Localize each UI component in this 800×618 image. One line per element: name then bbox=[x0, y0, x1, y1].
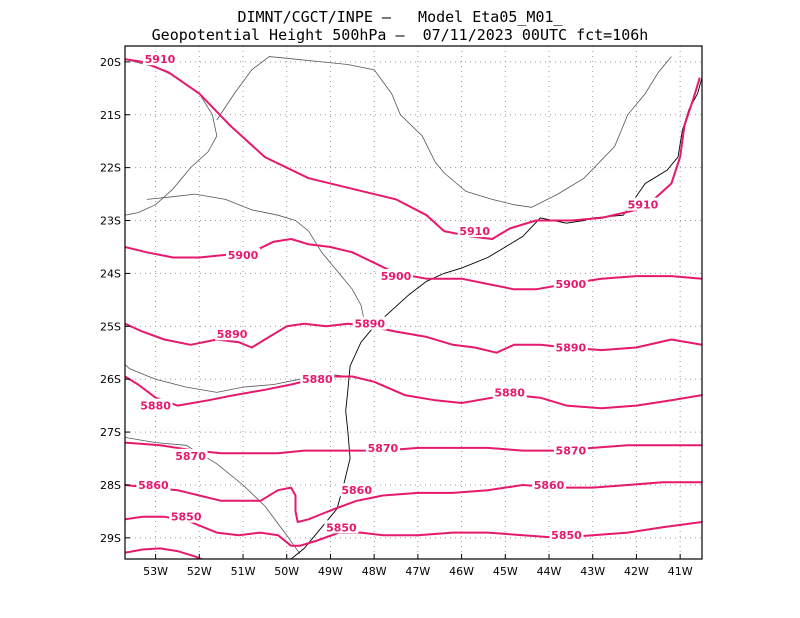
contour-label-5860: 5860 bbox=[341, 484, 372, 497]
contour-label-bg bbox=[173, 448, 208, 462]
contour-label-5910: 5910 bbox=[145, 53, 176, 66]
contour-label-bg bbox=[226, 247, 261, 261]
contour-label-bg bbox=[136, 477, 171, 491]
y-tick-label: 28S bbox=[100, 479, 121, 492]
title-line-2: Geopotential Height 500hPa – 07/11/2023 … bbox=[151, 26, 649, 44]
state-border-line bbox=[125, 437, 301, 554]
y-tick-label: 24S bbox=[100, 267, 121, 280]
y-tick-label: 26S bbox=[100, 373, 121, 386]
x-tick-label: 52W bbox=[187, 565, 212, 578]
state-border-line bbox=[216, 56, 672, 208]
contour-label-5860: 5860 bbox=[138, 479, 169, 492]
x-tick-label: 45W bbox=[493, 565, 518, 578]
title-line-1: DIMNT/CGCT/INPE – Model Eta05_M01_ bbox=[237, 8, 563, 26]
contour-label-5870: 5870 bbox=[556, 445, 587, 458]
x-tick-label: 46W bbox=[449, 565, 474, 578]
contour-label-bg bbox=[365, 440, 400, 454]
contour-line-5890 bbox=[125, 322, 702, 354]
contour-label-bg bbox=[138, 398, 173, 412]
contour-label-5910: 5910 bbox=[628, 199, 659, 212]
plot-frame bbox=[124, 45, 703, 560]
state-borders bbox=[125, 56, 672, 554]
x-tick-label: 44W bbox=[537, 565, 562, 578]
contour-label-5910: 5910 bbox=[459, 225, 490, 238]
contour-line-5840 bbox=[125, 547, 204, 559]
contour-label-bg bbox=[553, 340, 588, 354]
x-tick-label: 48W bbox=[362, 565, 387, 578]
contour-label-bg bbox=[339, 483, 374, 497]
contour-label-5870: 5870 bbox=[175, 450, 206, 463]
contour-label-bg bbox=[457, 224, 492, 238]
contour-label-5850: 5850 bbox=[326, 521, 357, 534]
contour-label-bg bbox=[300, 372, 335, 386]
contour-label-5880: 5880 bbox=[302, 373, 333, 386]
contour-label-bg bbox=[169, 509, 204, 523]
y-tick-label: 21S bbox=[100, 109, 121, 122]
contour-label-5870: 5870 bbox=[368, 442, 399, 455]
contour-label-bg bbox=[215, 327, 250, 341]
state-border-line bbox=[146, 193, 366, 327]
y-tick-label: 25S bbox=[100, 320, 121, 333]
x-tick-label: 51W bbox=[231, 565, 256, 578]
contour-label-bg bbox=[549, 528, 584, 542]
contour-label-5900: 5900 bbox=[556, 278, 587, 291]
contour-label-bg bbox=[492, 385, 527, 399]
contour-line-5850 bbox=[125, 515, 702, 547]
contour-label-bg bbox=[553, 276, 588, 290]
grid-lines bbox=[125, 46, 702, 559]
contour-line-5900 bbox=[125, 238, 702, 291]
contour-label-5890: 5890 bbox=[217, 328, 248, 341]
contour-label-5900: 5900 bbox=[228, 249, 259, 262]
y-tick-label: 22S bbox=[100, 162, 121, 175]
coastline-line bbox=[290, 77, 702, 559]
x-tick-label: 49W bbox=[318, 565, 343, 578]
y-tick-label: 20S bbox=[100, 56, 121, 69]
coastline bbox=[290, 77, 702, 559]
x-tick-label: 50W bbox=[274, 565, 299, 578]
contour-label-bg bbox=[324, 520, 359, 534]
contour-labels: 5910 5910 5910 5900 5900 5900 5890 5890 5890 5880… bbox=[136, 52, 660, 542]
contour-label-bg bbox=[532, 477, 567, 491]
y-tick-label: 27S bbox=[100, 426, 121, 439]
y-tick-label: 29S bbox=[100, 532, 121, 545]
x-tick-label: 42W bbox=[624, 565, 649, 578]
contour-line-5870 bbox=[125, 441, 702, 455]
contour-label-5850: 5850 bbox=[551, 529, 582, 542]
x-tick-label: 43W bbox=[580, 565, 605, 578]
contour-lines bbox=[125, 58, 702, 559]
contour-line-5910 bbox=[125, 58, 701, 240]
contour-label-5850: 5850 bbox=[171, 511, 202, 524]
contour-label-bg bbox=[553, 443, 588, 457]
x-tick-label: 47W bbox=[405, 565, 430, 578]
contour-label-5880: 5880 bbox=[140, 400, 171, 413]
state-border-line bbox=[125, 58, 218, 216]
contour-label-bg bbox=[142, 52, 177, 66]
contour-label-5890: 5890 bbox=[556, 341, 587, 354]
y-axis: 20S 21S 22S 23S 24S 25S 26S 27S 28S 29S bbox=[100, 56, 130, 545]
contour-label-bg bbox=[352, 316, 387, 330]
contour-line-5860 bbox=[125, 481, 702, 523]
contour-line-5880 bbox=[125, 375, 702, 410]
contour-label-5860: 5860 bbox=[534, 479, 565, 492]
y-tick-label: 23S bbox=[100, 215, 121, 228]
contour-label-bg bbox=[625, 197, 660, 211]
contour-label-5890: 5890 bbox=[354, 318, 385, 331]
x-tick-label: 53W bbox=[143, 565, 168, 578]
contour-label-5900: 5900 bbox=[381, 270, 412, 283]
x-tick-label: 41W bbox=[668, 565, 693, 578]
x-axis: 53W 52W 51W 50W 49W 48W 47W 46W 45W 44W 43W 42W 41W bbox=[143, 554, 693, 578]
contour-label-5880: 5880 bbox=[494, 386, 525, 399]
contour-label-bg bbox=[379, 269, 414, 283]
